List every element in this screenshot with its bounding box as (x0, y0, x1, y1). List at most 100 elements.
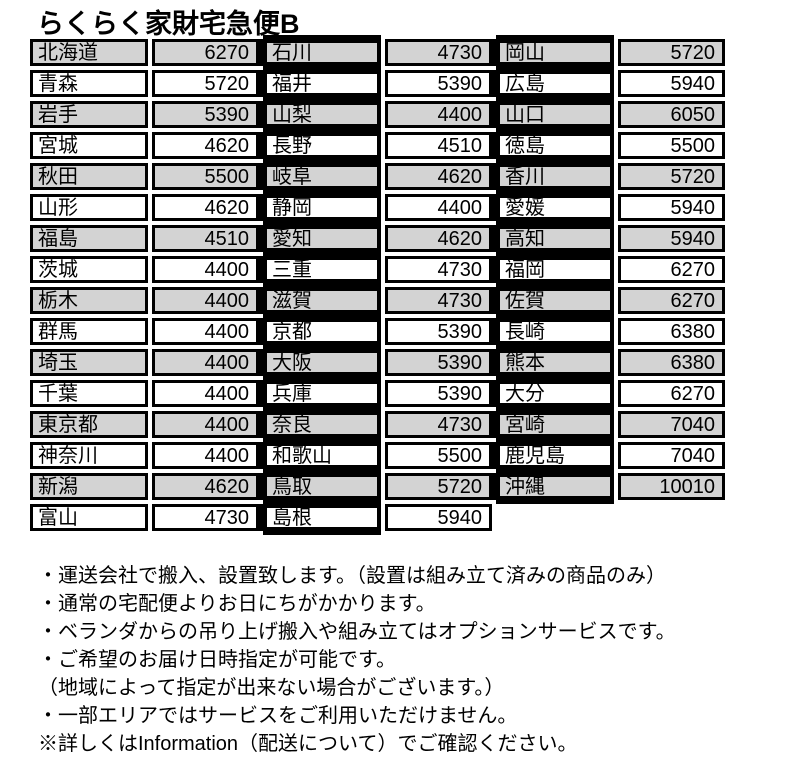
prefecture-cell: 宮崎 (496, 411, 614, 438)
price-cell: 5500 (152, 163, 259, 190)
prefecture-cell: 香川 (496, 163, 614, 190)
notes: ・運送会社で搬入、設置致します。（設置は組み立て済みの商品のみ） ・通常の宅配便… (38, 562, 676, 758)
price-cell: 4400 (152, 318, 259, 345)
price-cell: 6380 (618, 349, 725, 376)
page-title: らくらく家財宅急便B (37, 9, 300, 39)
prefecture-cell: 栃木 (30, 287, 148, 314)
price-cell: 5720 (618, 163, 725, 190)
prefecture-cell: 愛知 (263, 225, 381, 252)
price-cell: 6270 (618, 256, 725, 283)
prefecture-cell: 福井 (263, 70, 381, 97)
prefecture-cell: 長野 (263, 132, 381, 159)
price-cell: 5390 (385, 380, 492, 407)
price-cell: 4730 (385, 39, 492, 66)
prefecture-cell: 山形 (30, 194, 148, 221)
prefecture-cell: 兵庫 (263, 380, 381, 407)
price-cell: 5940 (618, 194, 725, 221)
price-cell: 4400 (152, 287, 259, 314)
prefecture-cell: 沖縄 (496, 473, 614, 500)
price-cell: 4400 (152, 256, 259, 283)
price-cell: 6050 (618, 101, 725, 128)
price-cell: 7040 (618, 411, 725, 438)
price-cell: 6270 (152, 39, 259, 66)
prefecture-cell: 神奈川 (30, 442, 148, 469)
price-cell: 5390 (385, 318, 492, 345)
price-cell: 5390 (385, 349, 492, 376)
note-line: ※詳しくはInformation（配送について）でご確認ください。 (38, 733, 578, 755)
prefecture-cell: 熊本 (496, 349, 614, 376)
prefecture-cell: 奈良 (263, 411, 381, 438)
prefecture-cell: 宮城 (30, 132, 148, 159)
price-cell: 5720 (618, 39, 725, 66)
prefecture-cell: 佐賀 (496, 287, 614, 314)
price-cell: 5940 (618, 225, 725, 252)
price-cell: 4620 (152, 473, 259, 500)
price-cell: 4620 (152, 194, 259, 221)
prefecture-cell: 三重 (263, 256, 381, 283)
prefecture-cell: 茨城 (30, 256, 148, 283)
price-cell: 4400 (385, 194, 492, 221)
price-cell: 4400 (152, 411, 259, 438)
prefecture-cell: 山梨 (263, 101, 381, 128)
prefecture-cell: 福島 (30, 225, 148, 252)
prefecture-cell: 鳥取 (263, 473, 381, 500)
price-cell: 5390 (152, 101, 259, 128)
price-cell: 4400 (385, 101, 492, 128)
note-line: （地域によって指定が出来ない場合がございます。） (38, 677, 505, 699)
note-line: ・一部エリアではサービスをご利用いただけません。 (38, 705, 518, 727)
prefecture-cell: 埼玉 (30, 349, 148, 376)
prefecture-cell: 和歌山 (263, 442, 381, 469)
prefecture-cell: 島根 (263, 504, 381, 531)
price-cell: 7040 (618, 442, 725, 469)
price-cell: 4510 (152, 225, 259, 252)
prefecture-cell: 東京都 (30, 411, 148, 438)
price-cell: 4730 (385, 411, 492, 438)
price-cell: 5940 (618, 70, 725, 97)
price-cell: 5390 (385, 70, 492, 97)
note-line: ・運送会社で搬入、設置致します。（設置は組み立て済みの商品のみ） (38, 565, 666, 587)
prefecture-cell: 北海道 (30, 39, 148, 66)
price-cell: 10010 (618, 473, 725, 500)
price-cell: 4400 (152, 442, 259, 469)
prefecture-cell: 大阪 (263, 349, 381, 376)
note-line: ・ベランダからの吊り上げ搬入や組み立てはオプションサービスです。 (38, 621, 676, 643)
prefecture-cell: 富山 (30, 504, 148, 531)
note-line: ・通常の宅配便よりお日にちがかかります。 (38, 593, 436, 615)
price-cell: 4400 (152, 380, 259, 407)
price-cell: 6270 (618, 287, 725, 314)
prefecture-cell: 山口 (496, 101, 614, 128)
price-cell: 5720 (385, 473, 492, 500)
price-cell: 5500 (385, 442, 492, 469)
prefecture-cell: 群馬 (30, 318, 148, 345)
prefecture-cell: 滋賀 (263, 287, 381, 314)
prefecture-cell: 鹿児島 (496, 442, 614, 469)
prefecture-cell: 愛媛 (496, 194, 614, 221)
prefecture-cell: 岡山 (496, 39, 614, 66)
prefecture-cell: 大分 (496, 380, 614, 407)
prefecture-cell: 広島 (496, 70, 614, 97)
note-line: ・ご希望のお届け日時指定が可能です。 (38, 649, 396, 671)
prefecture-cell: 千葉 (30, 380, 148, 407)
prefecture-cell: 青森 (30, 70, 148, 97)
prefecture-cell: 高知 (496, 225, 614, 252)
prefecture-cell: 石川 (263, 39, 381, 66)
price-cell: 5500 (618, 132, 725, 159)
prefecture-cell: 徳島 (496, 132, 614, 159)
shipping-fee-table: 北海道 6270 青森 5720 岩手 5390 宮城 4620 秋田 5500 山形 4620 福島 4… (30, 39, 725, 531)
price-cell: 5940 (385, 504, 492, 531)
prefecture-cell: 岐阜 (263, 163, 381, 190)
price-cell: 4730 (385, 287, 492, 314)
price-cell: 4510 (385, 132, 492, 159)
prefecture-cell: 岩手 (30, 101, 148, 128)
price-cell: 4730 (385, 256, 492, 283)
price-cell: 4400 (152, 349, 259, 376)
prefecture-cell: 秋田 (30, 163, 148, 190)
price-cell: 4620 (152, 132, 259, 159)
price-cell: 5720 (152, 70, 259, 97)
price-cell: 4620 (385, 225, 492, 252)
prefecture-cell: 新潟 (30, 473, 148, 500)
price-cell: 6270 (618, 380, 725, 407)
prefecture-cell: 長崎 (496, 318, 614, 345)
price-cell: 6380 (618, 318, 725, 345)
